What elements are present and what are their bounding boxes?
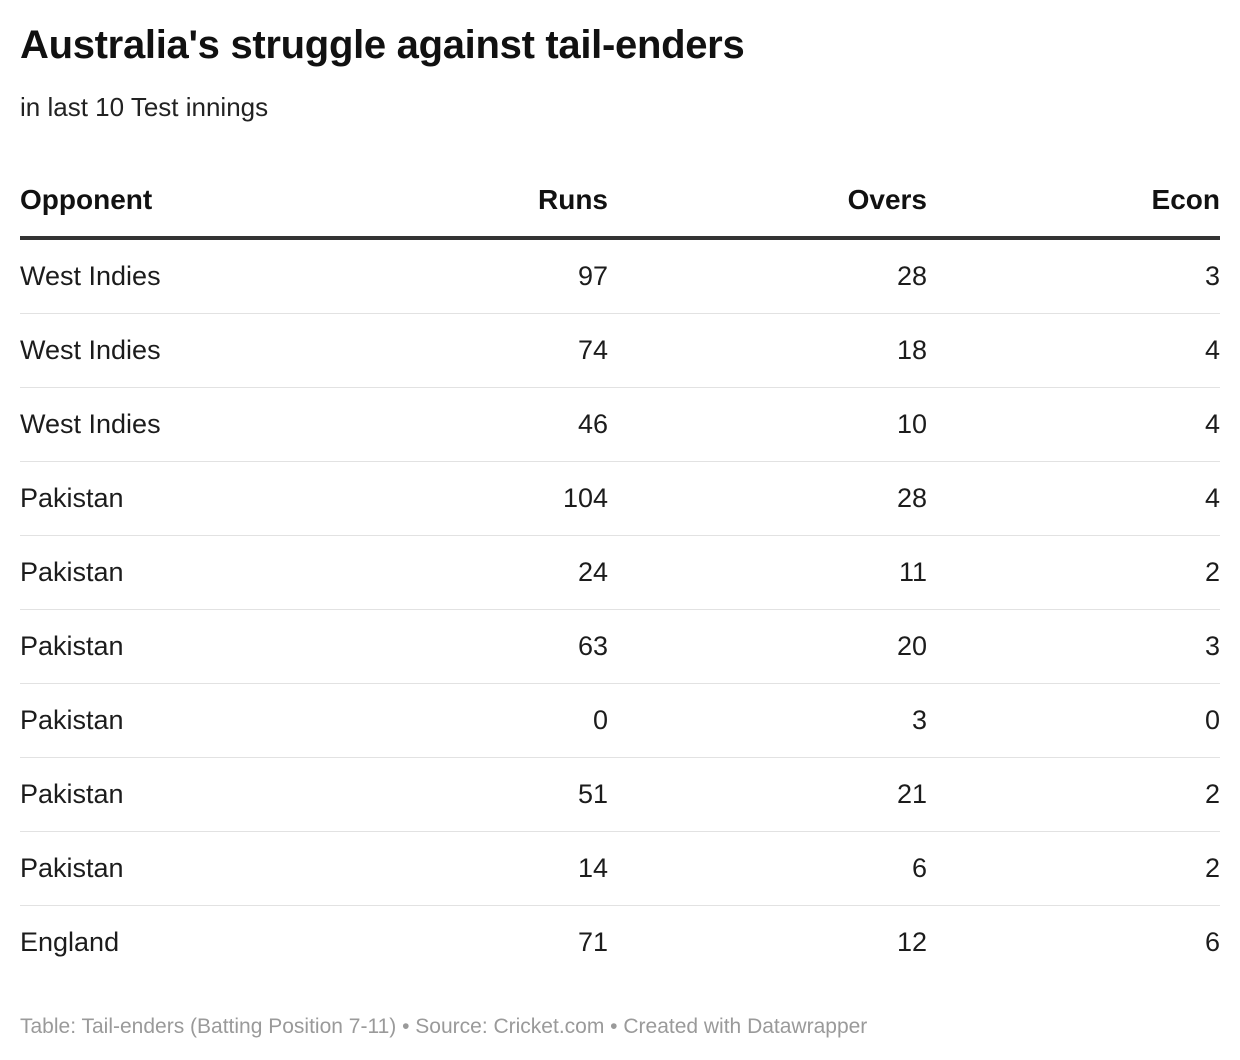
table-row: Pakistan 63 20 3 bbox=[20, 609, 1220, 684]
table-row: Pakistan 24 11 2 bbox=[20, 535, 1220, 610]
cell-opponent: Pakistan bbox=[20, 461, 400, 536]
cell-econ: 2 bbox=[927, 757, 1220, 832]
cell-overs: 21 bbox=[608, 757, 927, 832]
table-row: West Indies 46 10 4 bbox=[20, 387, 1220, 462]
column-header-econ[interactable]: Econ bbox=[927, 160, 1220, 240]
cell-runs: 24 bbox=[400, 535, 608, 610]
cell-runs: 51 bbox=[400, 757, 608, 832]
cell-runs: 14 bbox=[400, 831, 608, 906]
cell-overs: 28 bbox=[608, 238, 927, 314]
table-row: Pakistan 14 6 2 bbox=[20, 831, 1220, 906]
table-body: West Indies 97 28 3 West Indies 74 18 4 West Ind… bbox=[20, 238, 1220, 979]
chart-subtitle: in last 10 Test innings bbox=[20, 92, 269, 122]
cell-runs: 63 bbox=[400, 609, 608, 684]
cell-opponent: West Indies bbox=[20, 313, 400, 388]
cell-overs: 20 bbox=[608, 609, 927, 684]
chart-title: Australia's struggle against tail-enders bbox=[20, 23, 745, 67]
table-row: Pakistan 51 21 2 bbox=[20, 757, 1220, 832]
table-row: Pakistan 104 28 4 bbox=[20, 461, 1220, 536]
cell-econ: 4 bbox=[927, 387, 1220, 462]
cell-overs: 28 bbox=[608, 461, 927, 536]
cell-overs: 10 bbox=[608, 387, 927, 462]
cell-econ: 2 bbox=[927, 831, 1220, 906]
cell-overs: 18 bbox=[608, 313, 927, 388]
table-row: West Indies 97 28 3 bbox=[20, 238, 1220, 314]
cell-econ: 4 bbox=[927, 313, 1220, 388]
cell-econ: 4 bbox=[927, 461, 1220, 536]
cell-runs: 46 bbox=[400, 387, 608, 462]
cell-opponent: West Indies bbox=[20, 238, 400, 314]
cell-overs: 12 bbox=[896, 927, 927, 957]
cell-opponent: England bbox=[20, 927, 120, 957]
table-row: West Indies 74 18 4 bbox=[20, 313, 1220, 388]
cell-opponent: Pakistan bbox=[20, 683, 400, 758]
table-row: Pakistan 0 3 0 bbox=[20, 683, 1220, 758]
cell-opponent: West Indies bbox=[20, 387, 400, 462]
cell-runs: 104 bbox=[400, 461, 608, 536]
cell-opponent: Pakistan bbox=[20, 535, 400, 610]
column-header-opponent[interactable]: Opponent bbox=[20, 160, 400, 240]
cell-runs: 0 bbox=[400, 683, 608, 758]
cell-runs: 71 bbox=[577, 927, 608, 957]
cell-runs: 97 bbox=[400, 238, 608, 314]
cell-opponent: Pakistan bbox=[20, 831, 400, 906]
cell-econ: 3 bbox=[927, 238, 1220, 314]
cell-econ: 3 bbox=[927, 609, 1220, 684]
cell-overs: 11 bbox=[608, 535, 927, 610]
column-header-overs[interactable]: Overs bbox=[608, 160, 927, 240]
cell-econ: 2 bbox=[927, 535, 1220, 610]
table-row: England 71 12 6 bbox=[20, 906, 1220, 980]
cell-runs: 74 bbox=[400, 313, 608, 388]
cell-econ: 6 bbox=[1204, 927, 1220, 957]
chart-footer: Table: Tail-enders (Batting Position 7-1… bbox=[20, 1015, 868, 1038]
cell-overs: 3 bbox=[608, 683, 927, 758]
cell-overs: 6 bbox=[608, 831, 927, 906]
cell-opponent: Pakistan bbox=[20, 609, 400, 684]
column-header-runs[interactable]: Runs bbox=[400, 160, 608, 240]
cell-econ: 0 bbox=[927, 683, 1220, 758]
data-table: Opponent Runs Overs Econ West Indies 97 28… bbox=[20, 160, 1220, 979]
header-row: Opponent Runs Overs Econ bbox=[20, 160, 1220, 240]
cell-opponent: Pakistan bbox=[20, 757, 400, 832]
